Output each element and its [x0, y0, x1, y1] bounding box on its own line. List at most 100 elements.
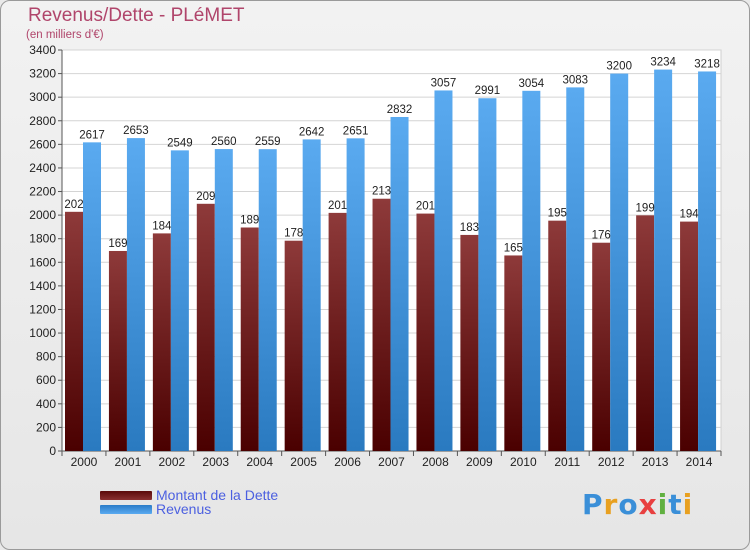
legend-item-dette: Montant de la Dette: [100, 487, 278, 503]
y-tick-label: 2000: [29, 208, 56, 222]
y-tick-label: 1800: [29, 232, 56, 246]
y-tick-label: 3200: [29, 67, 56, 81]
data-label-dette: 194: [679, 209, 699, 221]
bar-revenus: [390, 116, 409, 451]
logo-letter: i: [657, 488, 669, 521]
data-label-dette: 183: [460, 222, 479, 234]
bar-dette: [240, 227, 259, 451]
data-label-revenus: 2651: [343, 125, 369, 137]
y-tick-label: 2600: [29, 137, 56, 151]
data-label-dette: 209: [196, 191, 215, 203]
bar-dette: [460, 234, 479, 451]
chart-title: Revenus/Dette - PLéMET: [28, 5, 245, 26]
x-tick-label: 2006: [334, 455, 361, 469]
data-label-dette: 213: [372, 186, 391, 198]
bar-revenus: [258, 149, 277, 451]
y-tick-label: 3400: [29, 43, 56, 57]
bar-dette: [372, 198, 391, 451]
data-label-dette: 165: [504, 242, 523, 254]
y-tick-label: 1200: [29, 302, 56, 316]
data-label-revenus: 3054: [519, 78, 545, 90]
proxiti-logo: Proxiti: [582, 488, 693, 521]
bar-revenus: [214, 149, 233, 451]
data-label-dette: 184: [152, 220, 172, 232]
bar-dette: [504, 255, 523, 451]
y-tick-label: 200: [36, 420, 56, 434]
bar-dette: [416, 213, 435, 451]
bar-dette: [196, 203, 215, 451]
bar-dette: [680, 221, 699, 451]
x-tick-label: 2011: [554, 455, 580, 469]
y-tick-label: 3000: [29, 90, 56, 104]
bar-dette: [548, 220, 567, 451]
data-label-revenus: 3218: [694, 58, 720, 70]
x-tick-label: 2007: [378, 455, 405, 469]
logo-letter: i: [682, 488, 694, 521]
x-tick-label: 2008: [422, 455, 449, 469]
x-tick-label: 2000: [71, 455, 98, 469]
data-label-revenus: 2832: [387, 104, 413, 116]
x-tick-label: 2002: [158, 455, 185, 469]
bar-revenus: [346, 138, 365, 451]
y-tick-label: 0: [49, 444, 56, 458]
y-tick-label: 1000: [29, 326, 56, 340]
data-label-dette: 195: [548, 208, 567, 220]
logo-letter: x: [638, 488, 658, 521]
bar-revenus: [610, 73, 629, 452]
y-tick-label: 1600: [29, 255, 56, 269]
bar-revenus: [522, 90, 541, 451]
x-tick-label: 2012: [598, 455, 625, 469]
bar-revenus: [478, 98, 497, 451]
x-tick-label: 2010: [510, 455, 537, 469]
bar-revenus: [698, 71, 717, 451]
x-tick-label: 2009: [466, 455, 493, 469]
bar-revenus: [126, 138, 145, 452]
bar-dette: [284, 240, 303, 451]
bar-revenus: [302, 139, 321, 451]
data-label-dette: 176: [592, 230, 611, 242]
legend-swatch-revenus: [100, 504, 152, 514]
bar-dette: [108, 250, 127, 451]
data-label-dette: 178: [284, 228, 303, 240]
bar-dette: [592, 242, 611, 451]
bar-dette: [152, 233, 171, 451]
data-label-revenus: 2559: [255, 136, 281, 148]
bar-revenus: [566, 87, 585, 451]
y-tick-label: 1400: [29, 279, 56, 293]
y-tick-label: 2400: [29, 161, 56, 175]
data-label-revenus: 3234: [650, 57, 676, 69]
bar-revenus: [83, 142, 101, 451]
legend-item-revenus: Revenus: [100, 501, 211, 517]
data-label-dette: 202: [64, 199, 83, 211]
x-tick-label: 2005: [290, 455, 317, 469]
legend-swatch-dette: [100, 490, 152, 500]
y-tick-label: 2200: [29, 185, 56, 199]
data-label-revenus: 2617: [79, 129, 105, 141]
bar-dette: [636, 215, 655, 451]
data-label-revenus: 3083: [562, 74, 588, 86]
bar-revenus: [654, 69, 673, 451]
legend-label-revenus: Revenus: [156, 501, 212, 517]
data-label-dette: 201: [416, 201, 435, 213]
bar-dette: [65, 211, 83, 451]
data-label-revenus: 2549: [167, 137, 193, 149]
chart-subtitle: (en milliers d'€): [26, 29, 104, 41]
data-label-revenus: 2560: [211, 136, 237, 148]
bar-dette: [328, 212, 347, 451]
data-label-revenus: 2653: [123, 125, 149, 137]
data-label-revenus: 3200: [606, 61, 632, 73]
y-tick-label: 400: [36, 397, 56, 411]
data-label-revenus: 3057: [431, 77, 457, 89]
x-tick-label: 2004: [246, 455, 273, 469]
logo-letter: P: [582, 488, 604, 521]
legend-label-dette: Montant de la Dette: [156, 487, 279, 503]
x-tick-label: 2003: [202, 455, 229, 469]
bar-revenus: [434, 90, 453, 451]
x-tick-label: 2001: [115, 455, 142, 469]
data-label-revenus: 2642: [299, 126, 325, 138]
x-tick-label: 2014: [686, 455, 713, 469]
data-label-dette: 169: [108, 238, 127, 250]
x-tick-label: 2013: [642, 455, 669, 469]
logo-letter: r: [603, 488, 619, 521]
